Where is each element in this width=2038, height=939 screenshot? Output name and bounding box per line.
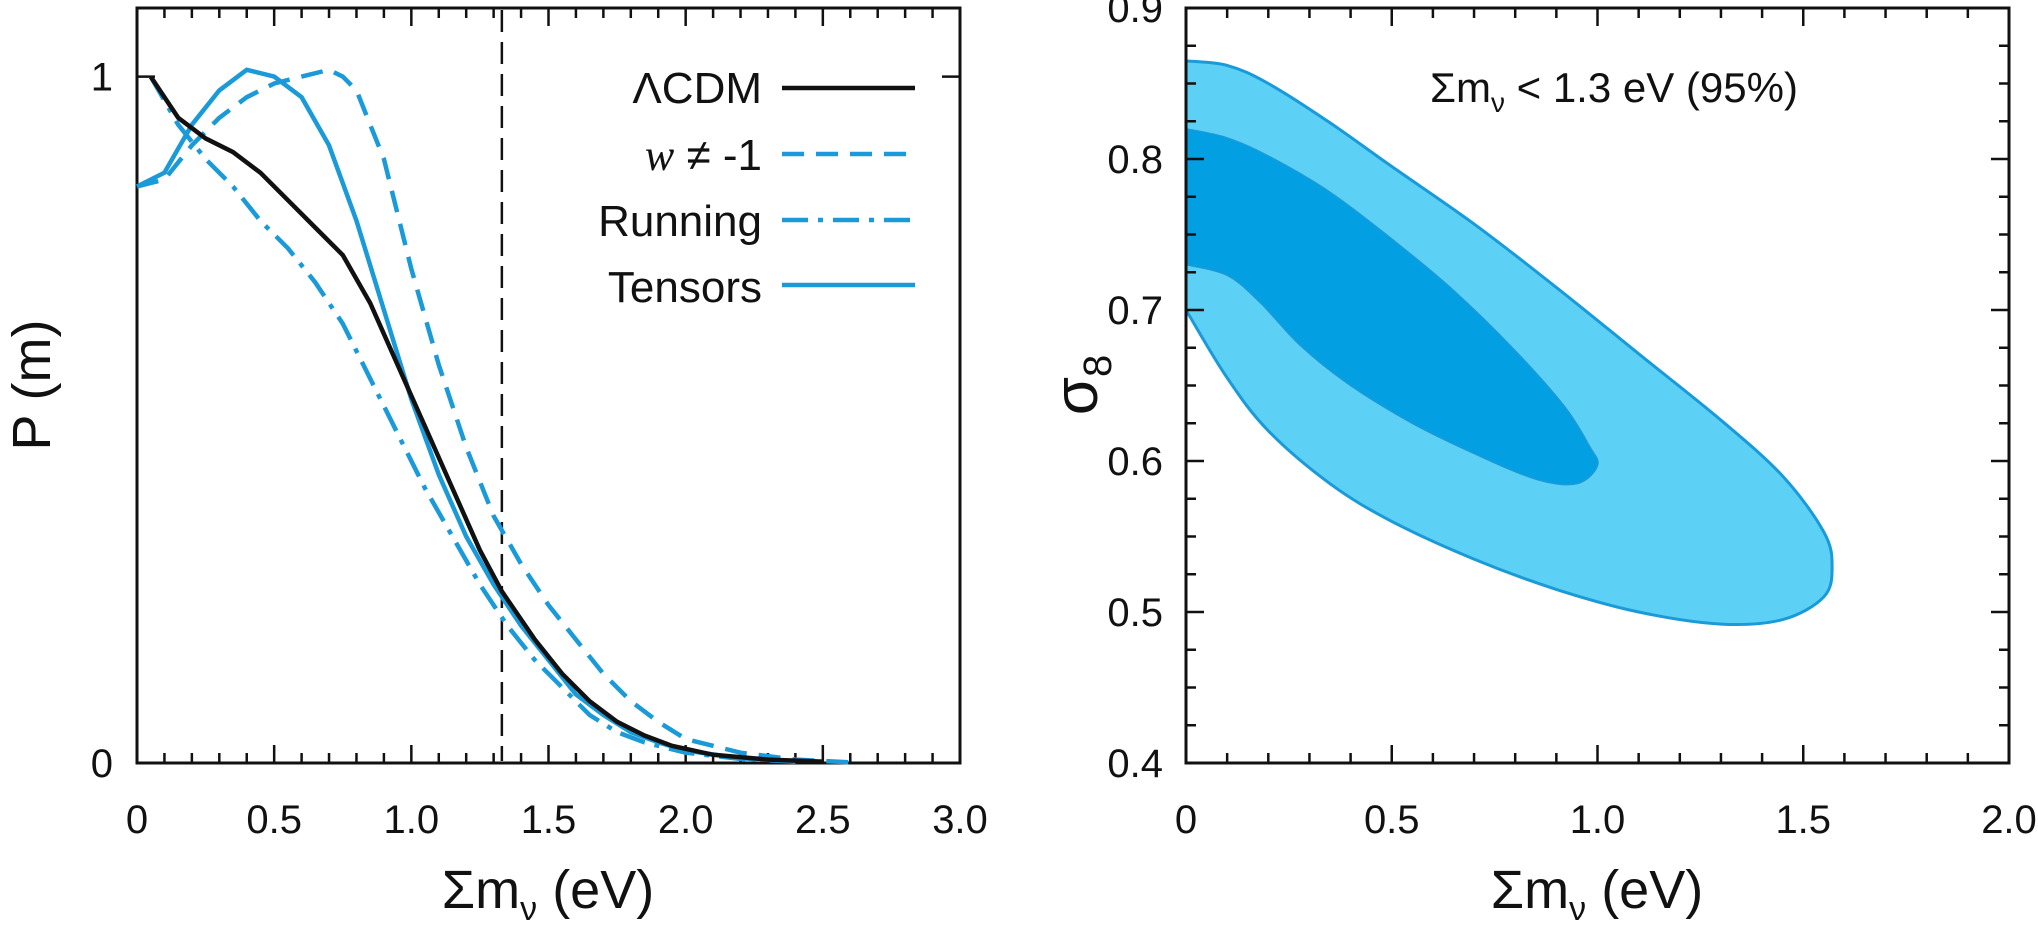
right-panel: 0 0.5 1.0 1.5 2.0 0.4 0.5 0.6 0.7 0.8 0.9 Σmν < 1.… <box>1042 0 2037 928</box>
left-ticks: 0 0.5 1.0 1.5 2.0 2.5 3.0 0 1 <box>91 8 988 842</box>
legend-label-tensors: Tensors <box>608 263 762 312</box>
right-x-tick-label: 2.0 <box>1981 798 2037 842</box>
left-x-tick-label: 0.5 <box>246 798 302 842</box>
left-y-tick-label: 1 <box>91 56 113 100</box>
right-y-axis-title: σ8 <box>1042 355 1120 416</box>
right-y-tick-label: 0.8 <box>1107 138 1163 182</box>
right-contour-regions <box>1184 59 1834 627</box>
contour-region-68-percent <box>1185 127 1599 486</box>
left-plot-frame <box>135 6 962 765</box>
left-x-tick-label: 3.0 <box>932 798 988 842</box>
left-x-tick-label: 2.0 <box>658 798 714 842</box>
contour-region-95-percent <box>1184 59 1834 627</box>
right-y-tick-label: 0.7 <box>1107 289 1163 333</box>
right-y-tick-label: 0.9 <box>1107 0 1163 31</box>
right-x-tick-label: 1.0 <box>1570 798 1626 842</box>
left-legend: ΛCDM w ≠ -1 Running Tensors <box>598 64 915 312</box>
legend-label-lcdm: ΛCDM <box>632 64 762 113</box>
right-x-tick-label: 0.5 <box>1364 798 1420 842</box>
left-panel: 0 0.5 1.0 1.5 2.0 2.5 3.0 0 1 ΛCDM w ≠ -1 Runnin… <box>2 6 988 928</box>
left-x-tick-label: 0 <box>126 798 148 842</box>
legend-label-w-neq-minus-1: w ≠ -1 <box>645 131 762 180</box>
right-y-tick-label: 0.4 <box>1107 742 1163 786</box>
left-x-tick-label: 1.0 <box>384 798 440 842</box>
series-running-line <box>148 75 796 764</box>
left-series-group <box>135 67 851 765</box>
right-y-tick-label: 0.5 <box>1107 591 1163 635</box>
left-x-tick-label: 1.5 <box>521 798 577 842</box>
right-x-tick-label: 1.5 <box>1775 798 1831 842</box>
right-ticks: 0 0.5 1.0 1.5 2.0 0.4 0.5 0.6 0.7 0.8 0.9 <box>1107 0 2036 842</box>
series-lcdm-line <box>148 75 823 764</box>
right-x-axis-title: Σmν (eV) <box>1491 860 1703 928</box>
legend-label-running: Running <box>598 197 762 246</box>
left-x-axis-title: Σmν (eV) <box>442 860 654 928</box>
right-y-tick-label: 0.6 <box>1107 440 1163 484</box>
right-x-tick-label: 0 <box>1175 798 1197 842</box>
left-y-tick-label: 0 <box>91 742 113 786</box>
right-annotation: Σmν < 1.3 eV (95%) <box>1430 64 1798 118</box>
left-x-tick-label: 2.5 <box>795 798 851 842</box>
left-y-axis-title: P (m) <box>2 320 62 451</box>
series-w-neq-minus-1-line <box>136 67 851 765</box>
